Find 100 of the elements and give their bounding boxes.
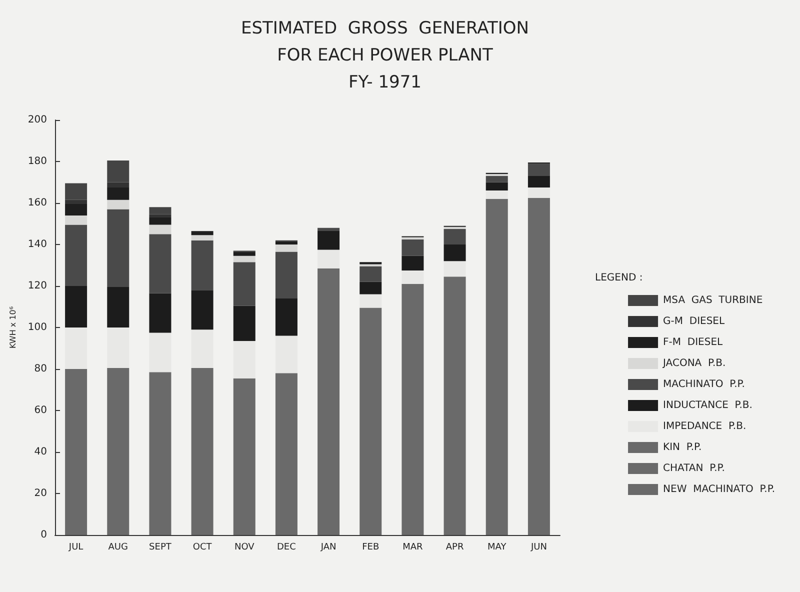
legend-label: MACHINATO P.P.: [663, 379, 745, 390]
bar: [486, 198, 508, 535]
bar: [360, 294, 382, 308]
bar: [444, 244, 466, 262]
legend-label: JACONA P.B.: [662, 358, 726, 369]
bar: [191, 235, 214, 240]
bar: [275, 244, 298, 252]
bar: [275, 252, 298, 298]
legend-label: G-M DIESEL: [663, 316, 726, 327]
bar: [149, 207, 172, 214]
bar: [149, 332, 172, 372]
x-tick-label: APR: [446, 542, 464, 552]
bar: [149, 214, 172, 218]
y-tick-label: 20: [34, 488, 47, 499]
x-tick-label: MAY: [488, 542, 507, 552]
x-tick-label: DEC: [277, 542, 296, 552]
bar: [528, 198, 550, 535]
bar: [107, 368, 130, 535]
legend-label: INDUCTANCE P.B.: [663, 400, 752, 411]
bar: [191, 368, 214, 535]
x-tick-label: SEPT: [149, 542, 172, 552]
bar: [360, 308, 382, 535]
x-tick-label: AUG: [108, 542, 128, 552]
legend-label: CHATAN P.P.: [663, 463, 725, 474]
x-tick-label: JUN: [530, 542, 547, 552]
x-tick-label: JAN: [320, 542, 336, 552]
x-tick-label: FEB: [362, 542, 380, 552]
bar: [402, 284, 424, 535]
bar: [233, 340, 256, 378]
bar: [65, 183, 88, 200]
bar: [528, 176, 550, 188]
x-tick-label: NOV: [234, 542, 256, 552]
bar: [107, 182, 130, 188]
bar: [444, 261, 466, 277]
bar: [486, 174, 508, 176]
bar: [65, 200, 88, 204]
legend-label: NEW MACHINATO P.P.: [663, 484, 776, 495]
bar: [149, 372, 172, 535]
bar: [318, 231, 340, 250]
bar: [275, 336, 298, 374]
bar: [149, 234, 172, 294]
legend-label: MSA GAS TURBINE: [663, 295, 763, 306]
bar: [233, 378, 256, 535]
y-tick-label: 0: [40, 530, 47, 540]
bar: [318, 268, 340, 535]
bar: [233, 306, 256, 341]
bar: [65, 204, 88, 216]
bar: [486, 176, 508, 182]
bar: [275, 298, 298, 336]
bar: [149, 293, 172, 333]
bar: [191, 290, 214, 330]
y-tick-label: 60: [34, 405, 47, 416]
x-tick-label: JUL: [68, 542, 84, 552]
bar: [65, 286, 88, 328]
bar: [275, 373, 298, 535]
x-tick-label: MAR: [402, 542, 423, 552]
bar: [107, 328, 130, 368]
bar: [486, 190, 508, 199]
bar: [107, 287, 130, 328]
bar: [107, 160, 130, 182]
y-tick-label: 40: [34, 446, 47, 458]
bar: [402, 256, 424, 270]
bar: [149, 218, 172, 225]
y-tick-label: 80: [34, 364, 47, 374]
bar: [444, 228, 466, 244]
bar: [233, 252, 256, 256]
legend-label: IMPEDANCE P.B.: [663, 421, 746, 432]
bar: [528, 187, 550, 198]
bar: [107, 187, 130, 200]
bar: [107, 200, 130, 210]
bar: [233, 262, 256, 306]
bar: [318, 250, 340, 268]
bar: [318, 228, 340, 232]
bar: [65, 328, 88, 369]
bar: [65, 224, 88, 286]
legend-label: F-M DIESEL: [663, 337, 724, 348]
bar: [444, 276, 466, 535]
y-axis-title: KWH x 10⁶: [8, 306, 18, 349]
bar: [191, 232, 214, 236]
bar: [275, 241, 298, 244]
bar: [528, 164, 550, 176]
bar: [191, 240, 214, 290]
bar: [65, 369, 88, 535]
y-tick-label: 120: [28, 280, 47, 292]
bar: [233, 256, 256, 262]
y-tick-label: 160: [28, 198, 47, 208]
bar: [486, 182, 508, 191]
y-tick-label: 100: [28, 322, 47, 333]
bar: [149, 224, 172, 234]
bar: [107, 209, 130, 288]
y-tick-label: 200: [28, 114, 47, 126]
bar: [360, 266, 382, 282]
bar: [402, 239, 424, 256]
bar: [360, 282, 382, 294]
x-tick-label: OCT: [192, 542, 212, 552]
legend-title: LEGEND :: [595, 272, 643, 284]
chart-title: ESTIMATED GROSS GENERATION FOR EACH POWER PLANT FY- 1971: [241, 18, 529, 92]
y-tick-label: 140: [28, 239, 47, 250]
y-tick-label: 180: [28, 156, 47, 167]
bar: [402, 270, 424, 284]
